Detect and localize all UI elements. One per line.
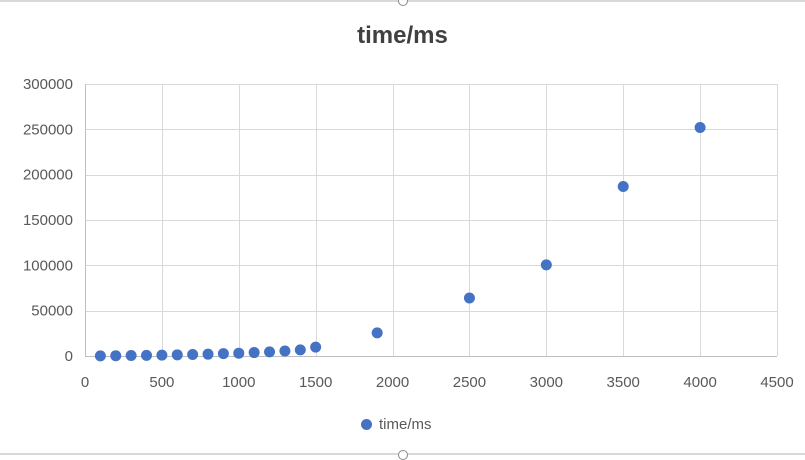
x-tick-label: 4000 xyxy=(683,374,716,391)
data-points xyxy=(94,122,706,362)
y-tick-label: 50000 xyxy=(31,303,73,320)
data-point xyxy=(540,259,552,271)
resize-handle-top[interactable] xyxy=(398,0,408,6)
x-tick-label: 2500 xyxy=(453,374,486,391)
data-point xyxy=(125,350,137,362)
data-point xyxy=(294,344,306,356)
x-tick-label: 3500 xyxy=(607,374,640,391)
data-point xyxy=(141,349,153,361)
x-tick-label: 3000 xyxy=(530,374,563,391)
y-tick-label: 0 xyxy=(65,348,73,365)
data-point xyxy=(371,327,383,339)
data-point xyxy=(187,348,199,360)
data-point xyxy=(233,347,245,359)
legend-marker xyxy=(361,419,372,430)
data-point xyxy=(156,349,168,361)
x-axis-tick-labels: 0 500 1000 1500 2000 2500 3000 3500 4000 4500 xyxy=(81,374,794,391)
data-point xyxy=(463,292,475,304)
x-tick-label: 0 xyxy=(81,374,89,391)
data-point xyxy=(202,348,214,360)
x-tick-label: 2000 xyxy=(376,374,409,391)
data-point xyxy=(217,348,229,360)
data-point xyxy=(310,341,322,353)
data-point xyxy=(617,180,629,192)
y-tick-label: 200000 xyxy=(23,167,73,184)
x-tick-label: 1500 xyxy=(299,374,332,391)
x-tick-label: 500 xyxy=(149,374,174,391)
data-point xyxy=(94,350,106,362)
y-tick-label: 150000 xyxy=(23,212,73,229)
data-point xyxy=(279,345,291,357)
legend-label: time/ms xyxy=(379,416,432,433)
x-tick-label: 4500 xyxy=(760,374,793,391)
data-point xyxy=(694,122,706,134)
y-tick-label: 100000 xyxy=(23,257,73,274)
grid-lines xyxy=(85,84,778,357)
legend: time/ms xyxy=(361,416,432,433)
data-point xyxy=(171,349,183,361)
y-tick-label: 300000 xyxy=(23,76,73,93)
x-tick-label: 1000 xyxy=(222,374,255,391)
data-point xyxy=(110,350,122,362)
data-point xyxy=(248,347,260,359)
data-point xyxy=(264,346,276,358)
chart-title: time/ms xyxy=(357,22,448,49)
y-axis-tick-labels: 0 50000 100000 150000 200000 250000 300000 xyxy=(23,76,73,365)
y-tick-label: 250000 xyxy=(23,121,73,138)
